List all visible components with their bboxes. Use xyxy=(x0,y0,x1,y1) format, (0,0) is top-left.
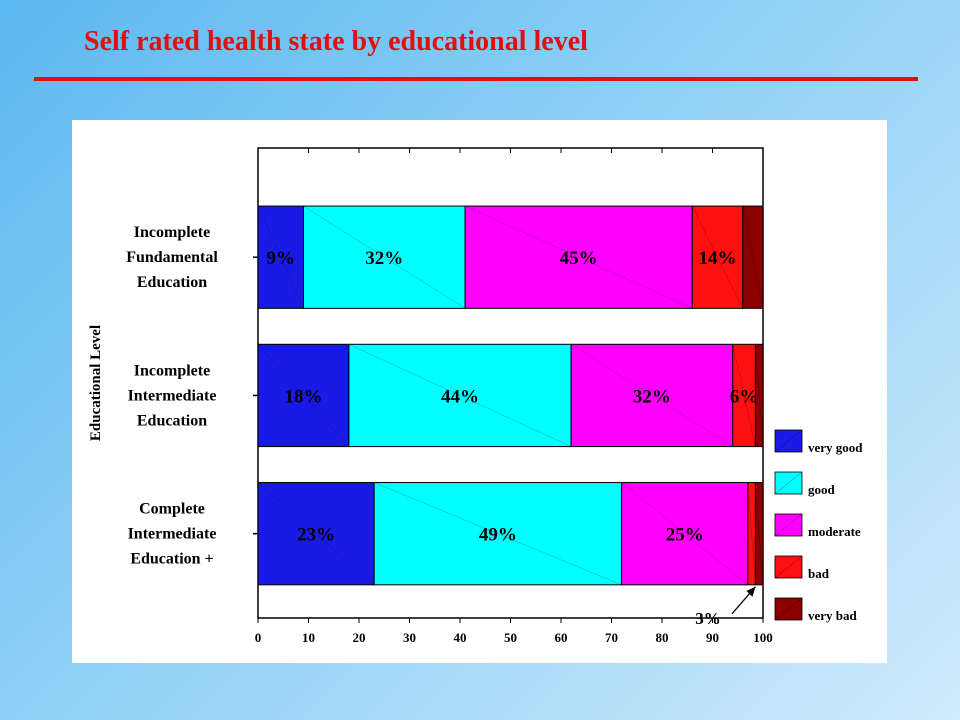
legend-swatch-very-bad xyxy=(774,597,803,621)
bar-sheen-line xyxy=(257,344,350,447)
x-tick-label: 70 xyxy=(605,630,618,645)
x-tick-label: 50 xyxy=(504,630,517,645)
data-label-moderate-1: 32% xyxy=(633,386,671,407)
annotation-label: 3% xyxy=(695,609,721,628)
bar-segment-bad-0 xyxy=(691,205,744,309)
bar-sheen-line xyxy=(755,344,764,447)
bar-segment-very-good-1 xyxy=(257,343,350,448)
data-label-moderate-2: 25% xyxy=(666,525,704,546)
legend-swatch-sheen xyxy=(774,429,803,453)
bar-sheen-line xyxy=(464,205,693,309)
slide-title: Self rated health state by educational l… xyxy=(84,26,588,57)
data-label-very-good-1: 18% xyxy=(284,386,322,407)
category-label-0: Incomplete Fundamental Education xyxy=(126,224,218,291)
bar-sheen-line xyxy=(374,482,622,586)
bar-segment-good-1 xyxy=(348,343,572,448)
data-label-bad-0: 14% xyxy=(699,248,737,269)
bar-sheen-line xyxy=(692,205,744,309)
category-label-1: Incomplete Intermediate Education xyxy=(128,362,217,429)
bar-segment-very-bad-0 xyxy=(742,205,764,309)
bar-sheen-line xyxy=(742,206,764,309)
data-label-moderate-0: 45% xyxy=(560,248,598,269)
bar-segment-moderate-2 xyxy=(621,482,749,586)
bar-segment-very-good-0 xyxy=(257,205,304,309)
data-label-good-1: 44% xyxy=(441,386,479,407)
x-tick-label: 60 xyxy=(555,630,568,645)
x-tick-label: 20 xyxy=(353,630,366,645)
data-label-good-2: 49% xyxy=(479,525,517,546)
bar-segment-very-good-2 xyxy=(257,482,375,586)
data-label-very-good-2: 23% xyxy=(297,525,335,546)
data-label-good-0: 32% xyxy=(365,248,403,269)
x-tick-label: 30 xyxy=(403,630,416,645)
bar-sheen-line xyxy=(348,344,572,447)
legend-label-very-bad: very bad xyxy=(808,608,858,623)
y-axis-title: Educational Level xyxy=(88,325,104,441)
legend-label-bad: bad xyxy=(808,566,830,581)
bar-segment-moderate-0 xyxy=(464,205,693,309)
data-label-very-good-0: 9% xyxy=(266,248,295,269)
bar-sheen-line xyxy=(257,482,375,586)
legend-swatch-moderate xyxy=(774,513,803,537)
bar-sheen-line xyxy=(755,482,764,585)
data-label-bad-1: 6% xyxy=(730,386,759,407)
legend-swatch-sheen xyxy=(774,513,803,537)
x-tick-label: 10 xyxy=(302,630,315,645)
legend-label-good: good xyxy=(808,482,836,497)
category-label-2: Complete Intermediate Education + xyxy=(128,501,217,568)
legend-swatch-sheen xyxy=(774,555,803,579)
legend-label-moderate: moderate xyxy=(808,524,861,539)
bar-segment-good-2 xyxy=(373,482,623,586)
bar-sheen-line xyxy=(257,205,304,309)
x-tick-label: 80 xyxy=(656,630,669,645)
legend-swatch-good xyxy=(774,471,803,495)
bar-sheen-line xyxy=(747,482,756,585)
annotation-arrowhead xyxy=(746,586,756,597)
bar-sheen-line xyxy=(303,205,466,309)
x-tick-label: 100 xyxy=(753,630,773,645)
x-tick-label: 90 xyxy=(706,630,719,645)
bar-sheen-line xyxy=(570,344,733,447)
bar-sheen-line xyxy=(621,482,749,586)
legend-swatch-sheen xyxy=(774,597,803,621)
title-underline xyxy=(34,77,918,81)
legend-swatch-bad xyxy=(774,555,803,579)
bar-segment-very-bad-2 xyxy=(754,482,764,586)
bar-sheen-line xyxy=(732,344,756,447)
legend-swatch-sheen xyxy=(774,471,803,495)
bar-segment-very-bad-1 xyxy=(754,343,764,448)
x-tick-label: 0 xyxy=(255,630,262,645)
stacked-bar-chart: 9% 32% 45% 14% 18% 44% 32% 6% 23% 49% 25% 0 10 20 30 4… xyxy=(88,147,863,645)
legend-swatch-very-good xyxy=(774,429,803,453)
bar-segment-good-0 xyxy=(302,205,466,309)
legend-label-very-good: very good xyxy=(808,440,863,455)
x-tick-label: 40 xyxy=(454,630,467,645)
